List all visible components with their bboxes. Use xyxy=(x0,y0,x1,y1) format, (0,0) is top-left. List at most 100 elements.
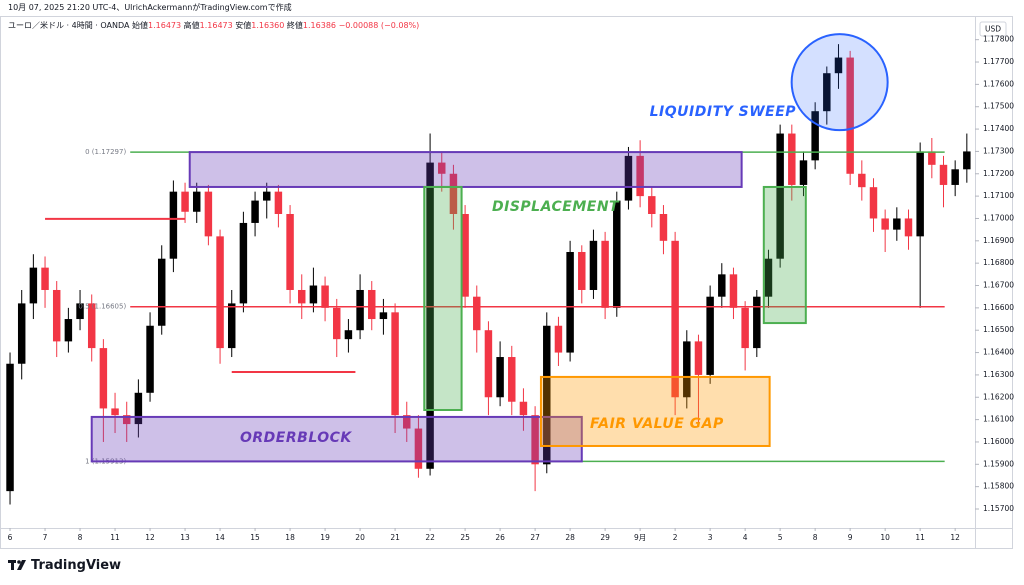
candle-body xyxy=(216,236,224,349)
y-tick-label: 1.16100 xyxy=(983,415,1014,424)
candle-body xyxy=(811,111,819,161)
candle-body xyxy=(473,296,481,331)
candle-body xyxy=(601,240,609,308)
candle-body xyxy=(356,289,364,331)
y-tick-label: 1.16500 xyxy=(983,325,1014,334)
candle-body xyxy=(706,296,714,375)
fib-label: 0.5 (1.16605) xyxy=(78,303,126,311)
high: 高値1.16473 xyxy=(184,21,233,30)
candle-body xyxy=(694,341,703,375)
candle-body xyxy=(589,240,598,290)
x-tick-label: 19 xyxy=(320,533,330,542)
candle-body xyxy=(333,307,341,340)
candle-body xyxy=(134,392,143,425)
low: 安値1.16360 xyxy=(235,21,284,30)
high-label: 高値 xyxy=(183,21,200,30)
x-tick-label: 2 xyxy=(673,533,678,542)
y-tick-label: 1.16400 xyxy=(983,348,1014,357)
candle-body xyxy=(6,363,14,492)
y-tick-label: 1.17600 xyxy=(983,79,1014,88)
candle-body xyxy=(484,330,493,398)
candle-body xyxy=(169,191,178,259)
y-tick-label: 1.16900 xyxy=(983,236,1014,245)
low-value: 1.16360 xyxy=(251,21,285,30)
candle-body xyxy=(403,415,411,429)
zone xyxy=(188,151,743,188)
candle-body xyxy=(531,415,539,465)
candle-body xyxy=(192,191,201,212)
candle-body xyxy=(928,151,936,165)
x-tick-label: 5 xyxy=(778,533,783,542)
candle-body xyxy=(99,348,108,409)
symbol-legend: ユーロ／米ドル · 4時間 · OANDA 始値1.16473 高値1.1647… xyxy=(8,20,419,31)
candle-body xyxy=(554,325,563,353)
zone-label: ORDERBLOCK xyxy=(240,430,352,446)
candle-body xyxy=(963,151,971,170)
candle-body xyxy=(904,218,913,237)
y-tick-label: 1.17200 xyxy=(983,169,1014,178)
candle-body xyxy=(741,307,749,349)
open-value: 1.16473 xyxy=(148,21,182,30)
close-value: 1.16386 xyxy=(302,21,337,30)
x-tick-label: 29 xyxy=(600,533,610,542)
candle-body xyxy=(648,196,656,214)
x-tick-label: 13 xyxy=(180,533,190,542)
candle-body xyxy=(858,173,866,188)
zone xyxy=(762,185,807,325)
candle-body xyxy=(274,191,283,214)
candle-body xyxy=(683,341,691,398)
candle-body xyxy=(321,285,329,308)
candle-body xyxy=(227,303,236,349)
candle-body xyxy=(76,303,84,320)
y-tick-label: 1.15900 xyxy=(983,459,1014,468)
candle-body xyxy=(251,200,259,223)
candle-body xyxy=(461,213,469,297)
candle-body xyxy=(344,330,353,340)
candle-body xyxy=(449,173,458,214)
candle-body xyxy=(893,218,901,230)
credit: 10月 07, 2025 21:20 UTC-4、UlrichAckermann… xyxy=(8,3,292,12)
candle-body xyxy=(776,133,784,259)
close: 終値1.16386 xyxy=(287,21,336,30)
candle-body xyxy=(379,312,388,320)
candle-body xyxy=(111,408,119,416)
zone-label: DISPLACEMENT xyxy=(492,199,620,215)
candle-body xyxy=(636,155,644,197)
high-value: 1.16473 xyxy=(199,21,233,30)
candle-body xyxy=(881,218,889,230)
y-tick-label: 1.17700 xyxy=(983,57,1014,66)
zone-label: FAIR VALUE GAP xyxy=(590,416,724,432)
y-tick-label: 1.15800 xyxy=(983,482,1014,491)
candle-body xyxy=(566,251,574,353)
y-tick-label: 1.17100 xyxy=(983,191,1014,200)
change: −0.00088 (−0.08%) xyxy=(338,21,420,30)
candle-body xyxy=(916,151,924,237)
y-tick-label: 1.16800 xyxy=(983,258,1014,267)
zone xyxy=(423,185,463,411)
candle-body xyxy=(391,312,399,416)
candle-body xyxy=(753,296,761,349)
candle-body xyxy=(519,401,528,416)
low-label: 安値 xyxy=(235,21,252,30)
candle-body xyxy=(41,267,49,290)
candle-body xyxy=(718,274,726,297)
x-tick-label: 11 xyxy=(110,533,120,542)
x-tick-label: 6 xyxy=(8,533,13,542)
symbol: ユーロ／米ドル · 4時間 · OANDA xyxy=(8,21,130,30)
y-tick-label: 1.16600 xyxy=(983,303,1014,312)
brand: TradingView xyxy=(31,558,121,573)
y-tick-label: 1.16700 xyxy=(983,281,1014,290)
y-tick-label: 1.17500 xyxy=(983,102,1014,111)
brand-logo xyxy=(8,560,26,570)
x-tick-label: 10 xyxy=(880,533,890,542)
candle-body xyxy=(29,267,38,304)
y-tick-label: 1.16300 xyxy=(983,370,1014,379)
x-tick-label: 26 xyxy=(495,533,505,542)
x-tick-label: 18 xyxy=(285,533,295,542)
x-tick-label: 4 xyxy=(743,533,748,542)
candle-body xyxy=(414,428,423,469)
x-tick-label: 28 xyxy=(565,533,575,542)
candle-body xyxy=(204,191,213,237)
x-tick-label: 11 xyxy=(915,533,925,542)
